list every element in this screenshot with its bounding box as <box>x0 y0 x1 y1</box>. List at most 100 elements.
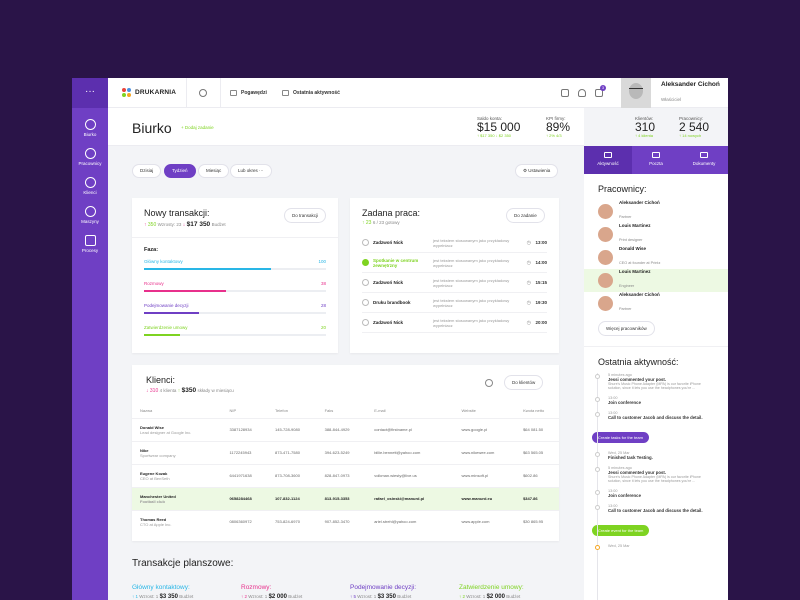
activity-item: 5 minutes ago Jessi commented your post. S… <box>584 373 728 390</box>
employee-item[interactable]: Aleksander Cichoń Partner <box>584 292 728 315</box>
client-nip: 3387128934 <box>221 417 268 441</box>
tab-activity[interactable]: Aktywność <box>584 146 632 174</box>
board-column-title: Rozmowy: <box>241 584 272 591</box>
client-sub: Football club <box>140 498 165 504</box>
employee-name: Louis Martinez <box>619 223 651 228</box>
sidebar-item-klienci[interactable]: Klienci <box>72 177 108 195</box>
client-nip: 0658284468 <box>221 486 268 510</box>
task-row[interactable]: Zadzwoń Nick jest tekstem stosowanym jako… <box>362 313 547 333</box>
filter-today[interactable]: Dzisiaj <box>132 164 162 178</box>
client-website: www.apple.com <box>453 509 516 533</box>
avatar <box>598 227 613 242</box>
sidebar-item-procesy[interactable]: Procesy <box>72 235 108 253</box>
task-row[interactable]: Spotkanie w centrum zewnętrzny jest tekst… <box>362 253 547 273</box>
bell-icon[interactable] <box>578 89 586 97</box>
task-checkbox[interactable] <box>362 319 369 326</box>
task-checkbox[interactable] <box>362 259 369 266</box>
topbar-link-chat[interactable]: Pogawędzi <box>230 90 267 96</box>
sidebar-item-label: Biurko <box>83 132 97 137</box>
column-header[interactable]: Nazwa <box>140 408 153 414</box>
task-desc: jest tekstem stosowanym jako przykładowy… <box>433 297 510 308</box>
board-count: 5 <box>353 594 357 599</box>
activity-date: 5 minutes ago <box>608 466 632 470</box>
task-row[interactable]: Druku brandbook jest tekstem stosowanym j… <box>362 293 547 313</box>
sidebar-item-pracownicy[interactable]: Pracownicy <box>72 148 108 166</box>
client-sub: Lead designer at Google Inc. <box>140 429 192 435</box>
task-name: Spotkanie w centrum zewnętrzny <box>373 257 419 268</box>
filter-month[interactable]: Miesiąc <box>198 164 230 178</box>
column-header[interactable]: Website <box>461 408 476 414</box>
task-checkbox[interactable] <box>362 239 369 246</box>
board-column: Rozmowy: ↑ 2 Wzrost: 1 $2 000 Budżet <box>241 584 346 600</box>
table-row[interactable]: Manchester United Football club 0658284468… <box>132 486 559 510</box>
timeline-dot <box>595 490 600 495</box>
logo[interactable]: DRUKARNIA <box>122 88 176 97</box>
column-header[interactable]: E-mail <box>374 408 386 414</box>
employees-title: Pracownicy: <box>598 184 647 194</box>
to-tasks-button[interactable]: Do zadanie <box>506 208 545 223</box>
column-header[interactable]: Telefon <box>275 408 288 414</box>
client-name: Thomas Reed <box>140 516 167 522</box>
phase-row: Podejmowanie decyzji 28 <box>144 299 326 321</box>
to-clients-button[interactable]: Do klientów <box>504 375 544 390</box>
task-time: 14:00 <box>535 260 547 265</box>
client-fax: 828-847-0973 <box>316 463 367 487</box>
add-task-button[interactable]: + Dodaj zadanie <box>181 125 214 130</box>
mail-icon <box>652 152 660 158</box>
employee-item[interactable]: Louis Martinez Print designer <box>584 223 728 246</box>
search-icon[interactable] <box>485 379 493 387</box>
client-fax: 388-844-4929 <box>316 417 367 441</box>
employee-role: CEO at founder at Printz <box>619 261 661 265</box>
phase-value: 100 <box>318 259 326 264</box>
table-row[interactable]: Donald Wise Lead designer at Google Inc. 3… <box>132 417 559 441</box>
task-row[interactable]: Zadzwoń Nick jest tekstem stosowanym jako… <box>362 233 547 253</box>
clock-icon: ◷ <box>526 239 531 246</box>
phase-fill <box>144 334 181 336</box>
client-nip: 0806360972 <box>221 509 268 533</box>
employee-item[interactable]: Aleksander Cichoń Partner <box>584 200 728 223</box>
employee-role: Partner <box>619 215 632 219</box>
phase-name: Rozmowy <box>144 281 164 286</box>
employee-item[interactable]: Donald Wise CEO at founder at Printz <box>584 246 728 269</box>
create-tasks-button[interactable]: Create tasks for the team <box>592 432 649 443</box>
activity-item: 5 minutes ago Jessi commented your post. S… <box>584 466 728 483</box>
task-checkbox[interactable] <box>362 279 369 286</box>
tab-documents[interactable]: Dokumenty <box>680 146 728 174</box>
sidebar-item-biurko[interactable]: Biurko <box>72 119 108 137</box>
more-employees-button[interactable]: Więcej pracowników <box>598 321 655 336</box>
client-phone: 107-832-1124 <box>267 486 317 510</box>
desk-icon <box>84 119 96 130</box>
table-row[interactable]: Thomas Reed CTO at Apple Inc. 0806360972 75… <box>132 509 559 533</box>
filter-custom[interactable]: Lub okres ··· <box>230 164 272 178</box>
task-name: Zadzwoń Nick <box>373 240 404 245</box>
client-name: Donald Wise <box>140 424 164 430</box>
menu-button[interactable]: ··· <box>72 78 108 108</box>
create-event-button[interactable]: Create event for the team <box>592 525 650 536</box>
column-header[interactable]: Kwota netto <box>523 408 545 414</box>
client-nip: 6441971638 <box>221 463 268 487</box>
table-row[interactable]: Eugene Kozak CEO at BenSeth 6441971638 873-… <box>132 463 559 487</box>
column-header[interactable]: NIP <box>229 408 237 414</box>
search-icon[interactable] <box>199 89 207 97</box>
task-row[interactable]: Zadzwoń Nick jest tekstem stosowanym jako… <box>362 273 547 293</box>
settings-button[interactable]: ⚙ Ustawienia <box>515 164 559 178</box>
employee-role: Engineer <box>619 284 635 288</box>
board-title: Transakcje planszowe: <box>132 558 234 569</box>
sidebar-item-maszyny[interactable]: Maszyny <box>72 206 108 224</box>
phase-value: 28 <box>320 303 326 308</box>
task-desc: jest tekstem stosowanym jako przykładowy… <box>433 317 510 328</box>
tab-mail[interactable]: Poczta <box>632 146 680 174</box>
column-header[interactable]: Faks <box>324 408 334 414</box>
employee-role: Print designer <box>619 238 643 242</box>
table-row[interactable]: Nike Sportwear company 1172245943 873-471-7… <box>132 440 559 464</box>
message-icon[interactable] <box>561 89 569 97</box>
employee-item[interactable]: Louis Martinez Engineer <box>584 269 728 292</box>
task-checkbox[interactable] <box>362 299 369 306</box>
activity-item: 13:00 Join conference <box>584 489 728 498</box>
to-transactions-button[interactable]: Do transakcji <box>284 208 327 223</box>
card-title: Nowy transakcji: <box>144 208 210 218</box>
topbar-link-activity[interactable]: Ostatnia aktywność <box>282 90 340 96</box>
filter-week[interactable]: Tydzień <box>164 164 196 178</box>
cart-icon[interactable] <box>595 89 603 97</box>
